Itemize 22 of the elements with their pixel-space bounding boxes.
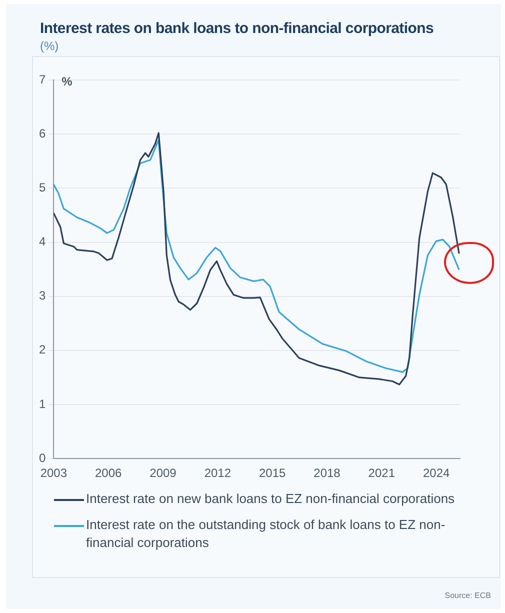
legend-label: Interest rate on the outstanding stock of bank loans to EZ non-financial corporations: [86, 516, 446, 552]
y-tick-label: 2: [38, 342, 46, 357]
x-tick-label: 2024: [422, 466, 450, 480]
source-note: Source: ECB: [444, 591, 491, 600]
chart-subtitle: (%): [40, 39, 59, 53]
chart-title: Interest rates on bank loans to non-financial corporations: [40, 20, 434, 37]
y-tick-label: 0: [38, 450, 46, 465]
x-tick-label: 2015: [258, 466, 286, 480]
x-tick-label: 2021: [368, 466, 396, 480]
x-tick-label: 2012: [204, 466, 232, 480]
y-tick-label: 7: [38, 72, 46, 86]
x-tick-label: 2018: [314, 466, 341, 480]
y-tick-label: 6: [38, 126, 46, 140]
y-tick-label: 1: [38, 396, 46, 411]
y-axis-title: %: [62, 74, 73, 88]
y-tick-label: 3: [38, 288, 46, 303]
y-tick-label: 5: [38, 180, 46, 194]
legend-label: Interest rate on new bank loans to EZ non-financial corporations: [86, 490, 455, 508]
x-tick-label: 2009: [150, 466, 177, 480]
y-tick-label: 4: [38, 234, 46, 249]
x-tick-label: 2006: [94, 466, 122, 480]
x-tick-label: 2003: [40, 466, 68, 480]
